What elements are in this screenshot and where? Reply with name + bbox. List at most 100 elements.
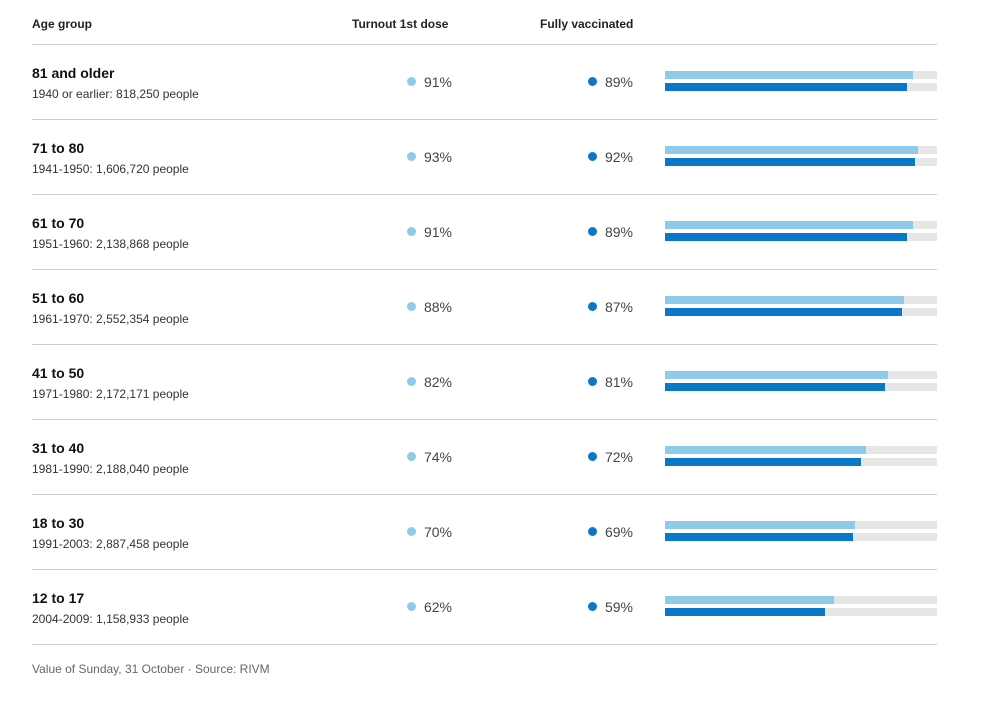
bar-group	[665, 371, 937, 395]
header-first-dose: Turnout 1st dose	[352, 17, 449, 31]
first-dose-percent: 62%	[423, 599, 452, 615]
first-dose-track	[665, 146, 937, 154]
first-dose-percent: 88%	[423, 299, 452, 315]
fully-vaccinated-dot-icon	[587, 452, 597, 461]
fully-vaccinated-value: 59%	[587, 599, 633, 615]
fully-vaccinated-bar	[665, 83, 908, 91]
fully-vaccinated-dot-icon	[587, 377, 597, 386]
first-dose-percent: 91%	[423, 224, 452, 240]
first-dose-dot-icon	[406, 77, 416, 86]
first-dose-value: 62%	[406, 599, 452, 615]
age-group-population: 1981-1990: 2,188,040 people	[32, 462, 189, 476]
bar-group	[665, 221, 937, 245]
first-dose-track	[665, 446, 937, 454]
fully-vaccinated-bar	[665, 458, 861, 466]
table-header: Age group Turnout 1st dose Fully vaccina…	[32, 0, 937, 45]
first-dose-bar	[665, 446, 867, 454]
first-dose-percent: 70%	[423, 524, 452, 540]
fully-vaccinated-percent: 59%	[604, 599, 633, 615]
first-dose-track	[665, 71, 937, 79]
first-dose-value: 74%	[406, 449, 452, 465]
first-dose-bar	[665, 146, 918, 154]
table-row: 41 to 50 1971-1980: 2,172,171 people 82% 81…	[32, 345, 937, 420]
fully-vaccinated-percent: 81%	[604, 374, 633, 390]
first-dose-percent: 74%	[423, 449, 452, 465]
bar-group	[665, 296, 937, 320]
fully-vaccinated-track	[665, 458, 937, 466]
age-group-label: 81 and older	[32, 65, 115, 81]
fully-vaccinated-value: 89%	[587, 224, 633, 240]
first-dose-dot-icon	[406, 527, 416, 536]
first-dose-percent: 82%	[423, 374, 452, 390]
first-dose-dot-icon	[406, 452, 416, 461]
fully-vaccinated-percent: 69%	[604, 524, 633, 540]
table-row: 71 to 80 1941-1950: 1,606,720 people 93% 92…	[32, 120, 937, 195]
first-dose-dot-icon	[406, 227, 416, 236]
first-dose-dot-icon	[406, 602, 416, 611]
first-dose-track	[665, 371, 937, 379]
first-dose-bar	[665, 371, 889, 379]
fully-vaccinated-percent: 87%	[604, 299, 633, 315]
header-fully-vaccinated: Fully vaccinated	[540, 17, 634, 31]
first-dose-dot-icon	[406, 377, 416, 386]
fully-vaccinated-value: 92%	[587, 149, 633, 165]
fully-vaccinated-dot-icon	[587, 602, 597, 611]
age-group-label: 31 to 40	[32, 440, 85, 456]
fully-vaccinated-track	[665, 383, 937, 391]
fully-vaccinated-bar	[665, 233, 908, 241]
fully-vaccinated-track	[665, 608, 937, 616]
header-age-group: Age group	[32, 17, 92, 31]
fully-vaccinated-bar	[665, 608, 826, 616]
table-row: 81 and older 1940 or earlier: 818,250 peo…	[32, 45, 937, 120]
first-dose-bar	[665, 221, 913, 229]
first-dose-track	[665, 596, 937, 604]
age-group-population: 1951-1960: 2,138,868 people	[32, 237, 189, 251]
first-dose-dot-icon	[406, 302, 416, 311]
first-dose-track	[665, 221, 937, 229]
age-group-population: 1991-2003: 2,887,458 people	[32, 537, 189, 551]
age-group-label: 41 to 50	[32, 365, 85, 381]
table-row: 51 to 60 1961-1970: 2,552,354 people 88% 87…	[32, 270, 937, 345]
table-row: 31 to 40 1981-1990: 2,188,040 people 74% 72…	[32, 420, 937, 495]
bar-group	[665, 596, 937, 620]
bar-group	[665, 521, 937, 545]
fully-vaccinated-bar	[665, 158, 916, 166]
first-dose-value: 88%	[406, 299, 452, 315]
age-group-population: 2004-2009: 1,158,933 people	[32, 612, 189, 626]
fully-vaccinated-bar	[665, 383, 886, 391]
table-row: 12 to 17 2004-2009: 1,158,933 people 62% 59…	[32, 570, 937, 645]
first-dose-track	[665, 296, 937, 304]
first-dose-value: 91%	[406, 74, 452, 90]
first-dose-value: 93%	[406, 149, 452, 165]
fully-vaccinated-dot-icon	[587, 227, 597, 236]
bar-group	[665, 71, 937, 95]
age-group-population: 1961-1970: 2,552,354 people	[32, 312, 189, 326]
bar-group	[665, 446, 937, 470]
age-group-label: 71 to 80	[32, 140, 85, 156]
vaccination-table: Age group Turnout 1st dose Fully vaccina…	[32, 0, 937, 645]
age-group-population: 1940 or earlier: 818,250 people	[32, 87, 199, 101]
fully-vaccinated-percent: 72%	[604, 449, 633, 465]
source-note: Value of Sunday, 31 October · Source: RI…	[32, 662, 270, 676]
fully-vaccinated-value: 72%	[587, 449, 633, 465]
first-dose-track	[665, 521, 937, 529]
fully-vaccinated-value: 87%	[587, 299, 633, 315]
fully-vaccinated-bar	[665, 308, 902, 316]
bar-group	[665, 146, 937, 170]
table-row: 18 to 30 1991-2003: 2,887,458 people 70% 69…	[32, 495, 937, 570]
fully-vaccinated-value: 81%	[587, 374, 633, 390]
age-group-population: 1971-1980: 2,172,171 people	[32, 387, 189, 401]
first-dose-percent: 91%	[423, 74, 452, 90]
fully-vaccinated-value: 89%	[587, 74, 633, 90]
fully-vaccinated-dot-icon	[587, 527, 597, 536]
first-dose-bar	[665, 521, 856, 529]
fully-vaccinated-dot-icon	[587, 152, 597, 161]
fully-vaccinated-track	[665, 233, 937, 241]
fully-vaccinated-track	[665, 158, 937, 166]
fully-vaccinated-track	[665, 533, 937, 541]
first-dose-bar	[665, 296, 905, 304]
age-group-label: 18 to 30	[32, 515, 85, 531]
first-dose-percent: 93%	[423, 149, 452, 165]
age-group-label: 12 to 17	[32, 590, 85, 606]
age-group-label: 61 to 70	[32, 215, 85, 231]
